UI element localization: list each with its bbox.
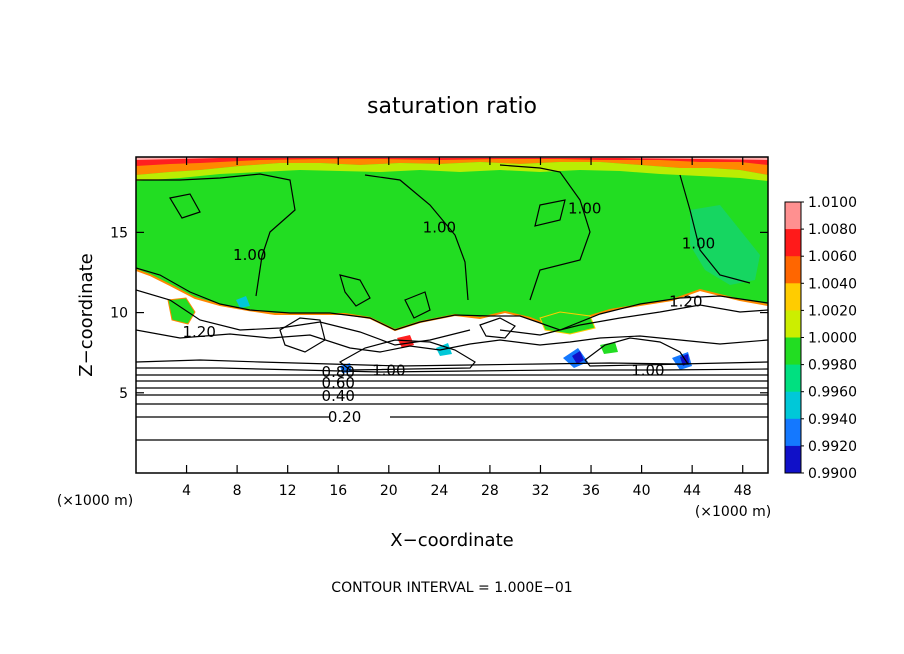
contour-upper-2 [364,174,469,301]
contour-label: 1.00 [372,361,405,379]
y-axis-label: Z−coordinate [76,253,97,376]
x-tick-label: 4 [182,483,191,499]
green-patch-mid [539,311,596,335]
x-axis-label: X−coordinate [390,530,513,551]
x-tick-label: 8 [233,483,242,499]
x-tick-label: 44 [683,483,701,499]
contour-1.20-left [136,289,471,346]
y-tick-label: 10 [110,306,128,322]
contour-lines [136,164,768,441]
contour-loop-a [279,317,326,353]
colorbar-segment [785,445,801,474]
contour-upper-5 [339,274,371,307]
contour-label: 1.00 [631,361,664,379]
colorbar-label: 0.9960 [808,385,857,401]
contour-label: 1.00 [423,219,456,237]
x-axis-unit: (×1000 m) [695,504,771,520]
colorbar-segment [785,229,801,257]
x-tick-label: 24 [430,483,448,499]
x-axis-ticks: 4 8 12 16 20 24 28 32 36 40 44 48 [182,157,752,499]
colorbar-segment [785,364,801,393]
colorbar-label: 1.0100 [808,195,857,211]
cloud-top-orange [136,157,768,175]
contour-1.20-right [499,304,768,336]
plot-frame [135,156,769,474]
contour-label: 0.20 [328,408,361,426]
colorbar-label: 0.9920 [808,439,857,455]
contour-label: 1.00 [682,235,715,253]
contour-upper-6 [404,291,431,319]
contour-label: 1.00 [568,199,601,217]
cyan-blob-left [236,296,250,308]
x-tick-label: 32 [532,483,550,499]
contour-upper-3 [499,164,591,301]
y-tick-label: 15 [110,225,128,241]
colorbar-segment [785,283,801,311]
colorbar-label: 0.9980 [808,358,857,374]
y-axis-ticks: 5 10 15 [110,225,768,402]
contour-label: 0.40 [322,387,355,405]
cloud-top-red [136,157,768,166]
plot-area: 1.00 1.00 1.00 1.00 1.20 1.20 1.00 1.00 0.800.60… [136,157,768,473]
contour-0.9 [136,359,768,367]
x-tick-label: 36 [582,483,600,499]
colorbar-label: 1.0000 [808,331,857,347]
colorbar-label: 1.0040 [808,276,857,292]
contour-interval-note: CONTOUR INTERVAL = 1.000E−01 [331,580,572,596]
colorbar: 1.0100 1.0080 1.0060 1.0040 1.0020 1.0000 0.99… [784,195,857,482]
colorbar-label: 0.9900 [808,466,857,482]
teal-patch-right [690,205,760,285]
colorbar-label: 1.0060 [808,249,857,265]
contour-labels: 1.00 1.00 1.00 1.00 1.20 1.20 1.00 1.00 0.800.60… [182,199,715,426]
x-tick-label: 12 [279,483,297,499]
colorbar-segment [785,391,801,420]
contour-bump-right [584,337,690,367]
contour-upper-4 [679,174,751,284]
x-tick-label: 20 [380,483,398,499]
colorbar-segment [785,337,801,366]
contour-loop-b [479,317,516,339]
blue-patch-2 [572,351,584,364]
red-blob-center [397,335,414,348]
contour-label: 0.80 [322,363,355,381]
contour-0.8 [136,367,768,373]
y-axis-unit: (×1000 m) [57,493,133,509]
contour-bump-left [338,339,476,371]
x-tick-label: 40 [633,483,651,499]
x-tick-label: 48 [734,483,752,499]
chart-title: saturation ratio [367,94,537,119]
contour-upper-1 [136,173,296,297]
x-tick-label: 16 [329,483,347,499]
contour-upper-7 [534,199,566,227]
y-tick-label: 5 [119,386,128,402]
green-patch-left [167,297,196,325]
contour-mid-1 [136,329,768,353]
cloud-field-green [136,157,768,330]
colorbar-label: 0.9940 [808,412,857,428]
colorbar-segment [785,256,801,284]
contour-label: 1.20 [182,323,215,341]
contour-label: 1.20 [669,292,702,310]
colorbar-segment [785,202,801,230]
x-tick-label: 28 [481,483,499,499]
contour-upper-8 [169,193,201,219]
contour-label: 1.00 [233,246,266,264]
cloud-base-contour [136,267,768,331]
colorbar-segment [785,310,801,338]
cloud-top-yellow [136,162,768,181]
colorbar-label: 1.0020 [808,303,857,319]
contour-label: 0.60 [322,374,355,392]
colorbar-segment [785,418,801,447]
colorbar-label: 1.0080 [808,222,857,238]
